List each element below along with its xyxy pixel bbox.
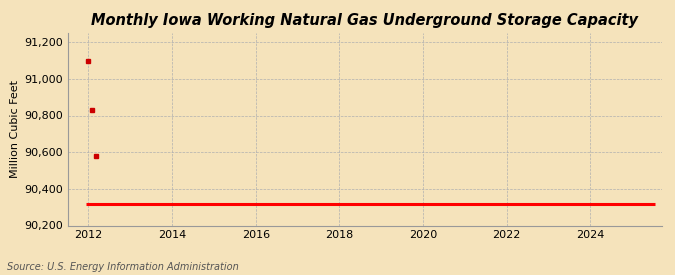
Y-axis label: Million Cubic Feet: Million Cubic Feet — [9, 80, 20, 178]
Text: Source: U.S. Energy Information Administration: Source: U.S. Energy Information Administ… — [7, 262, 238, 272]
Title: Monthly Iowa Working Natural Gas Underground Storage Capacity: Monthly Iowa Working Natural Gas Undergr… — [91, 13, 638, 28]
